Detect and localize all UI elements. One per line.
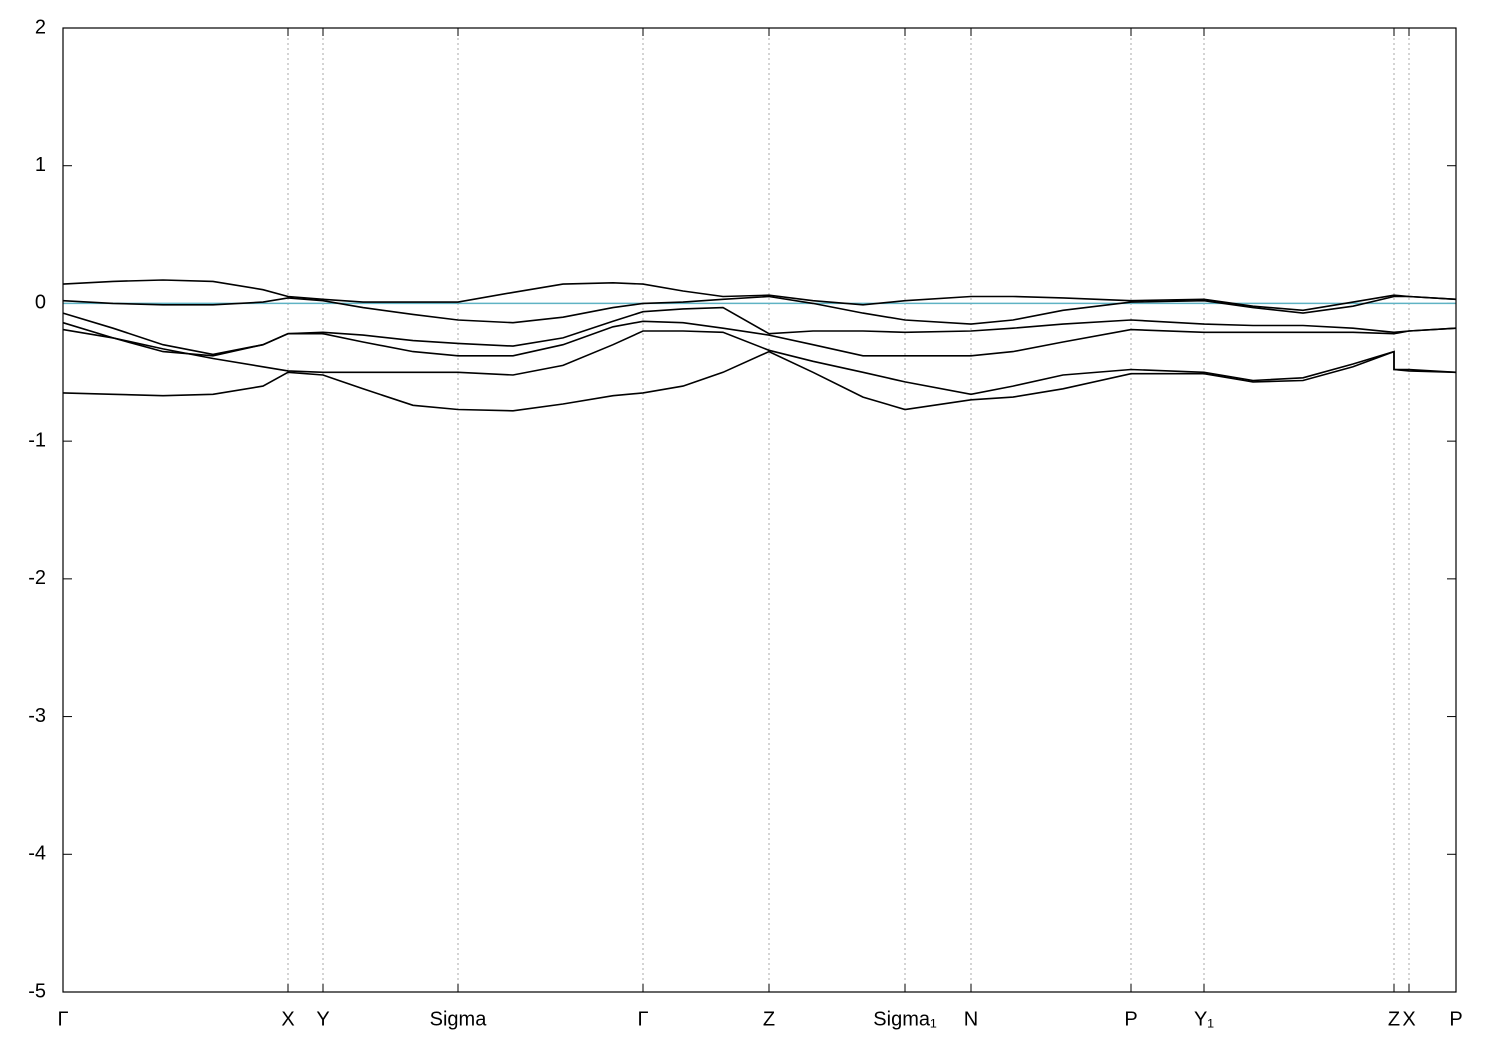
y-tick-label: -1 [28, 429, 46, 451]
y-tick-label: -4 [28, 843, 46, 865]
band-line [62, 350, 1457, 412]
plot-frame [62, 27, 1457, 993]
x-tick-label: Y [316, 1008, 329, 1030]
x-tick-label: Γ [57, 1008, 68, 1030]
x-tick-label: Z [1388, 1008, 1400, 1030]
y-tick-label: 1 [35, 154, 46, 176]
x-tick-label: N [964, 1008, 978, 1030]
x-tick-label: Z [763, 1008, 775, 1030]
x-tick-label: Sigma₁ [873, 1008, 937, 1030]
band-line [62, 295, 1457, 325]
y-tick-label: -3 [28, 705, 46, 727]
x-tick-label: P [1124, 1008, 1137, 1030]
x-tick-label: X [1402, 1008, 1415, 1030]
band-line [62, 279, 1457, 312]
y-tick-label: -5 [28, 980, 46, 1002]
x-tick-label: Y₁ [1194, 1008, 1214, 1030]
y-tick-label: 0 [35, 292, 46, 314]
x-tick-label: P [1449, 1008, 1462, 1030]
y-tick-label: 2 [35, 16, 46, 38]
band-line [62, 320, 1457, 357]
band-line [62, 328, 1457, 396]
y-tick-label: -2 [28, 567, 46, 589]
x-tick-label: Γ [637, 1008, 648, 1030]
x-tick-label: Sigma [430, 1008, 488, 1030]
x-tick-label: X [281, 1008, 294, 1030]
